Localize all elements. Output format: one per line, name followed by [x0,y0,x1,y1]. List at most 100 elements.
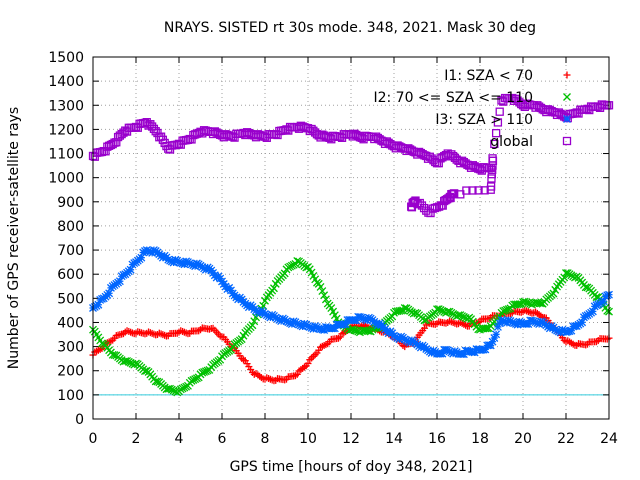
data-point [105,289,114,298]
x-axis-label: GPS time [hours of doy 348, 2021] [230,459,473,475]
data-marks [88,93,614,397]
data-point [250,317,259,326]
data-point [488,165,497,175]
data-point [205,325,213,333]
data-point [432,203,442,212]
data-point [304,359,312,367]
data-point [281,376,289,384]
y-tick-label: 1000 [48,171,84,187]
data-point [450,189,459,198]
data-point [481,324,490,333]
x-tick-label: 18 [471,431,489,447]
y-tick-label: 300 [57,340,84,356]
data-point [495,107,504,116]
y-tick-label: 600 [57,267,84,283]
legend-label: I2: 70 <= SZA <= 110 [373,90,533,106]
data-point [240,356,247,364]
y-tick-label: 1300 [48,98,84,114]
legend-marker [562,136,572,146]
data-point [318,287,327,296]
chart-title: NRAYS. SISTED rt 30s mode. 348, 2021. Ma… [164,20,536,36]
data-point [320,341,328,349]
y-tick-label: 200 [57,364,84,380]
data-point [493,118,503,127]
data-point [316,282,325,291]
series-2 [89,256,613,397]
y-tick-label: 900 [57,195,84,211]
data-point [513,300,522,309]
data-point [132,359,140,368]
data-point [433,320,441,328]
data-point [320,291,329,300]
data-point [462,186,471,195]
data-point [488,161,497,170]
data-point [266,375,274,383]
data-point [603,306,612,315]
data-point [137,253,146,262]
data-point [153,377,162,386]
data-point [280,269,289,278]
x-tick-label: 8 [261,431,270,447]
x-tick-label: 6 [218,431,227,447]
data-point [272,376,280,384]
data-point [180,328,188,336]
x-tick-label: 12 [342,431,360,447]
data-point [486,182,496,191]
data-point [603,335,611,343]
data-point [197,326,204,334]
y-tick-label: 1400 [48,74,84,90]
data-point [159,331,167,339]
data-point [411,308,420,317]
y-tick-label: 1500 [48,50,84,66]
data-point [148,329,156,337]
data-point [426,208,435,218]
y-tick-label: 1100 [48,147,84,163]
y-tick-label: 400 [57,315,84,331]
data-point [291,372,299,380]
legend-label: I3: SZA > 110 [435,112,533,128]
x-tick-label: 20 [514,431,532,447]
x-tick-label: 24 [600,431,618,447]
data-point [449,319,457,327]
axis-ticks: 0100200300400500600700800900100011001200… [48,50,618,447]
data-point [468,186,477,195]
legend-marker [563,71,571,79]
data-point [488,154,497,163]
series-3 [89,246,613,359]
y-tick-label: 0 [75,412,84,428]
data-point [524,308,532,316]
data-point [487,170,496,179]
x-tick-label: 22 [557,431,575,447]
data-point [515,300,524,309]
y-tick-label: 700 [57,243,84,259]
data-point [415,198,424,208]
data-point [110,351,119,360]
legend-marker [563,93,571,101]
x-tick-label: 16 [428,431,446,447]
data-point [269,284,278,293]
x-tick-label: 4 [175,431,184,447]
x-tick-label: 2 [132,431,141,447]
data-point [488,156,498,165]
data-point [474,186,483,195]
data-point [308,354,316,362]
x-tick-label: 10 [299,431,317,447]
data-point [334,334,342,342]
data-point [311,351,319,359]
data-point [127,328,135,336]
data-point [417,201,427,210]
legend: I1: SZA < 70 I2: 70 <= SZA <= 110 I3: SZA … [373,68,572,150]
legend-label: I1: SZA < 70 [444,68,533,84]
y-tick-label: 100 [57,388,84,404]
y-tick-label: 500 [57,291,84,307]
legend-label: global [490,134,533,150]
x-tick-label: 0 [89,431,98,447]
data-point [490,139,499,149]
data-point [419,203,429,213]
data-point [488,156,498,165]
y-tick-label: 1200 [48,122,84,138]
data-point [126,265,135,274]
plot-frame [92,56,610,420]
data-point [487,174,496,183]
